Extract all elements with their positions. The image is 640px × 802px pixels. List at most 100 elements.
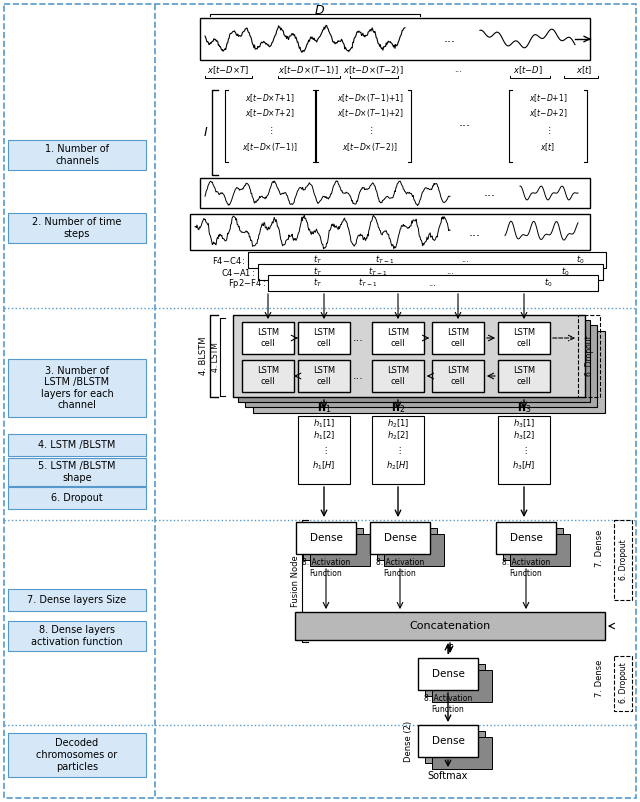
Text: LSTM
cell: LSTM cell [447, 367, 469, 386]
Text: ...: ... [446, 268, 454, 277]
Text: $\vdots$: $\vdots$ [367, 124, 373, 136]
Text: $x[t{-}D{\times}(T{-}1)]$: $x[t{-}D{\times}(T{-}1)]$ [278, 64, 339, 76]
FancyBboxPatch shape [8, 733, 146, 777]
Text: Dense: Dense [431, 669, 465, 679]
Text: $\vdots$: $\vdots$ [321, 444, 327, 456]
Text: ...: ... [461, 256, 469, 265]
Text: ...: ... [469, 225, 481, 238]
FancyBboxPatch shape [245, 325, 597, 407]
Text: $h_2[2]$: $h_2[2]$ [387, 430, 409, 442]
Text: 5. LSTM /BLSTM
shape: 5. LSTM /BLSTM shape [38, 461, 116, 483]
Text: Softmax: Softmax [428, 771, 468, 781]
Text: LSTM
cell: LSTM cell [313, 328, 335, 348]
FancyBboxPatch shape [432, 670, 492, 702]
FancyBboxPatch shape [372, 416, 424, 484]
Text: LSTM
cell: LSTM cell [387, 328, 409, 348]
FancyBboxPatch shape [418, 658, 478, 690]
Text: ...: ... [484, 187, 496, 200]
FancyBboxPatch shape [200, 18, 590, 60]
Text: ...: ... [444, 33, 456, 46]
FancyBboxPatch shape [372, 360, 424, 392]
Text: $x[t{-}D{\times}(T{-}2)]$: $x[t{-}D{\times}(T{-}2)]$ [342, 64, 403, 76]
Text: Fusion Node: Fusion Node [291, 555, 301, 607]
FancyBboxPatch shape [298, 360, 350, 392]
Text: $h_3[H]$: $h_3[H]$ [513, 460, 536, 472]
Text: $\mathbf{h}_2$: $\mathbf{h}_2$ [391, 401, 405, 415]
Text: $x[t]$: $x[t]$ [576, 64, 592, 76]
Text: $x[t{-}D{\times}(T{-}2)]$: $x[t{-}D{\times}(T{-}2)]$ [342, 141, 398, 153]
Text: Dense: Dense [310, 533, 342, 543]
Text: $\mathbf{h}_1$: $\mathbf{h}_1$ [317, 401, 331, 415]
Text: 3. Number of
LSTM /BLSTM
layers for each
channel: 3. Number of LSTM /BLSTM layers for each… [40, 366, 113, 411]
Text: LSTM
cell: LSTM cell [387, 367, 409, 386]
Text: $h_1[H]$: $h_1[H]$ [312, 460, 335, 472]
Text: ...: ... [454, 66, 462, 75]
Text: $t_0$: $t_0$ [561, 265, 570, 278]
Text: $x[t]$: $x[t]$ [541, 141, 556, 153]
Text: 4. LSTM: 4. LSTM [211, 342, 221, 372]
Text: $h_2[1]$: $h_2[1]$ [387, 418, 409, 430]
Text: $t_0$: $t_0$ [544, 277, 552, 290]
Text: $t_{T-1}$: $t_{T-1}$ [376, 253, 395, 266]
Text: $t_T$: $t_T$ [314, 277, 323, 290]
FancyBboxPatch shape [510, 534, 570, 566]
Text: $h_1[1]$: $h_1[1]$ [313, 418, 335, 430]
Text: 8. Activation
Function: 8. Activation Function [502, 558, 550, 577]
FancyBboxPatch shape [498, 360, 550, 392]
Text: $\mathbf{h}_3$: $\mathbf{h}_3$ [517, 401, 531, 415]
Text: 1. Number of
channels: 1. Number of channels [45, 144, 109, 166]
FancyBboxPatch shape [296, 522, 356, 554]
FancyBboxPatch shape [253, 331, 605, 413]
Text: Concatenation: Concatenation [410, 621, 491, 631]
Text: 8. Activation
Function: 8. Activation Function [424, 695, 472, 714]
FancyBboxPatch shape [298, 416, 350, 484]
Text: 8. Dense layers
activation function: 8. Dense layers activation function [31, 626, 123, 646]
Text: Decoded
chromosomes or
particles: Decoded chromosomes or particles [36, 739, 118, 772]
Text: $h_3[2]$: $h_3[2]$ [513, 430, 535, 442]
Text: $x[t{-}D{\times}(T{-}1){+}1]$: $x[t{-}D{\times}(T{-}1){+}1]$ [337, 92, 403, 104]
Text: 7. Dense: 7. Dense [595, 529, 605, 567]
Text: $x[t{-}D{\times}(T{-}1){+}2]$: $x[t{-}D{\times}(T{-}1){+}2]$ [337, 107, 403, 119]
Text: $h_3[1]$: $h_3[1]$ [513, 418, 535, 430]
Text: $t_{T-1}$: $t_{T-1}$ [369, 265, 388, 278]
Text: $\mathrm{C4{-}A1:}$: $\mathrm{C4{-}A1:}$ [221, 266, 256, 277]
Text: ...: ... [428, 278, 436, 287]
FancyBboxPatch shape [425, 664, 485, 696]
Text: $x[t{-}D{+}2]$: $x[t{-}D{+}2]$ [529, 107, 567, 119]
FancyBboxPatch shape [8, 140, 146, 170]
Text: $\vdots$: $\vdots$ [521, 444, 527, 456]
Text: $x[t{-}D{\times}T{+}2]$: $x[t{-}D{\times}T{+}2]$ [245, 107, 295, 119]
Text: LSTM
cell: LSTM cell [513, 367, 535, 386]
FancyBboxPatch shape [8, 359, 146, 417]
FancyBboxPatch shape [295, 612, 605, 640]
FancyBboxPatch shape [242, 322, 294, 354]
Text: 6. Dropout: 6. Dropout [51, 493, 103, 503]
FancyBboxPatch shape [8, 458, 146, 486]
Text: 8. Activation
Function: 8. Activation Function [302, 558, 350, 577]
Text: 8. Activation
Function: 8. Activation Function [376, 558, 424, 577]
Text: LSTM
cell: LSTM cell [257, 328, 279, 348]
Text: $h_2[H]$: $h_2[H]$ [387, 460, 410, 472]
FancyBboxPatch shape [432, 322, 484, 354]
FancyBboxPatch shape [496, 522, 556, 554]
FancyBboxPatch shape [8, 621, 146, 651]
FancyBboxPatch shape [248, 252, 606, 268]
FancyBboxPatch shape [238, 320, 590, 402]
FancyBboxPatch shape [298, 322, 350, 354]
FancyBboxPatch shape [372, 322, 424, 354]
FancyBboxPatch shape [242, 360, 294, 392]
FancyBboxPatch shape [8, 213, 146, 243]
FancyBboxPatch shape [303, 528, 363, 560]
Text: $t_T$: $t_T$ [314, 253, 323, 266]
FancyBboxPatch shape [8, 589, 146, 611]
FancyBboxPatch shape [384, 534, 444, 566]
Text: $f$: $f$ [446, 643, 454, 657]
Text: ...: ... [353, 333, 364, 343]
Text: $\mathrm{Fp2{-}F4:}$: $\mathrm{Fp2{-}F4:}$ [228, 277, 266, 290]
FancyBboxPatch shape [190, 214, 590, 250]
Text: 2. Number of time
steps: 2. Number of time steps [32, 217, 122, 239]
Text: $x[t{-}D{\times}T{+}1]$: $x[t{-}D{\times}T{+}1]$ [245, 92, 295, 104]
FancyBboxPatch shape [498, 416, 550, 484]
Text: $\vdots$: $\vdots$ [267, 124, 273, 136]
Text: $t_{T-1}$: $t_{T-1}$ [358, 277, 378, 290]
